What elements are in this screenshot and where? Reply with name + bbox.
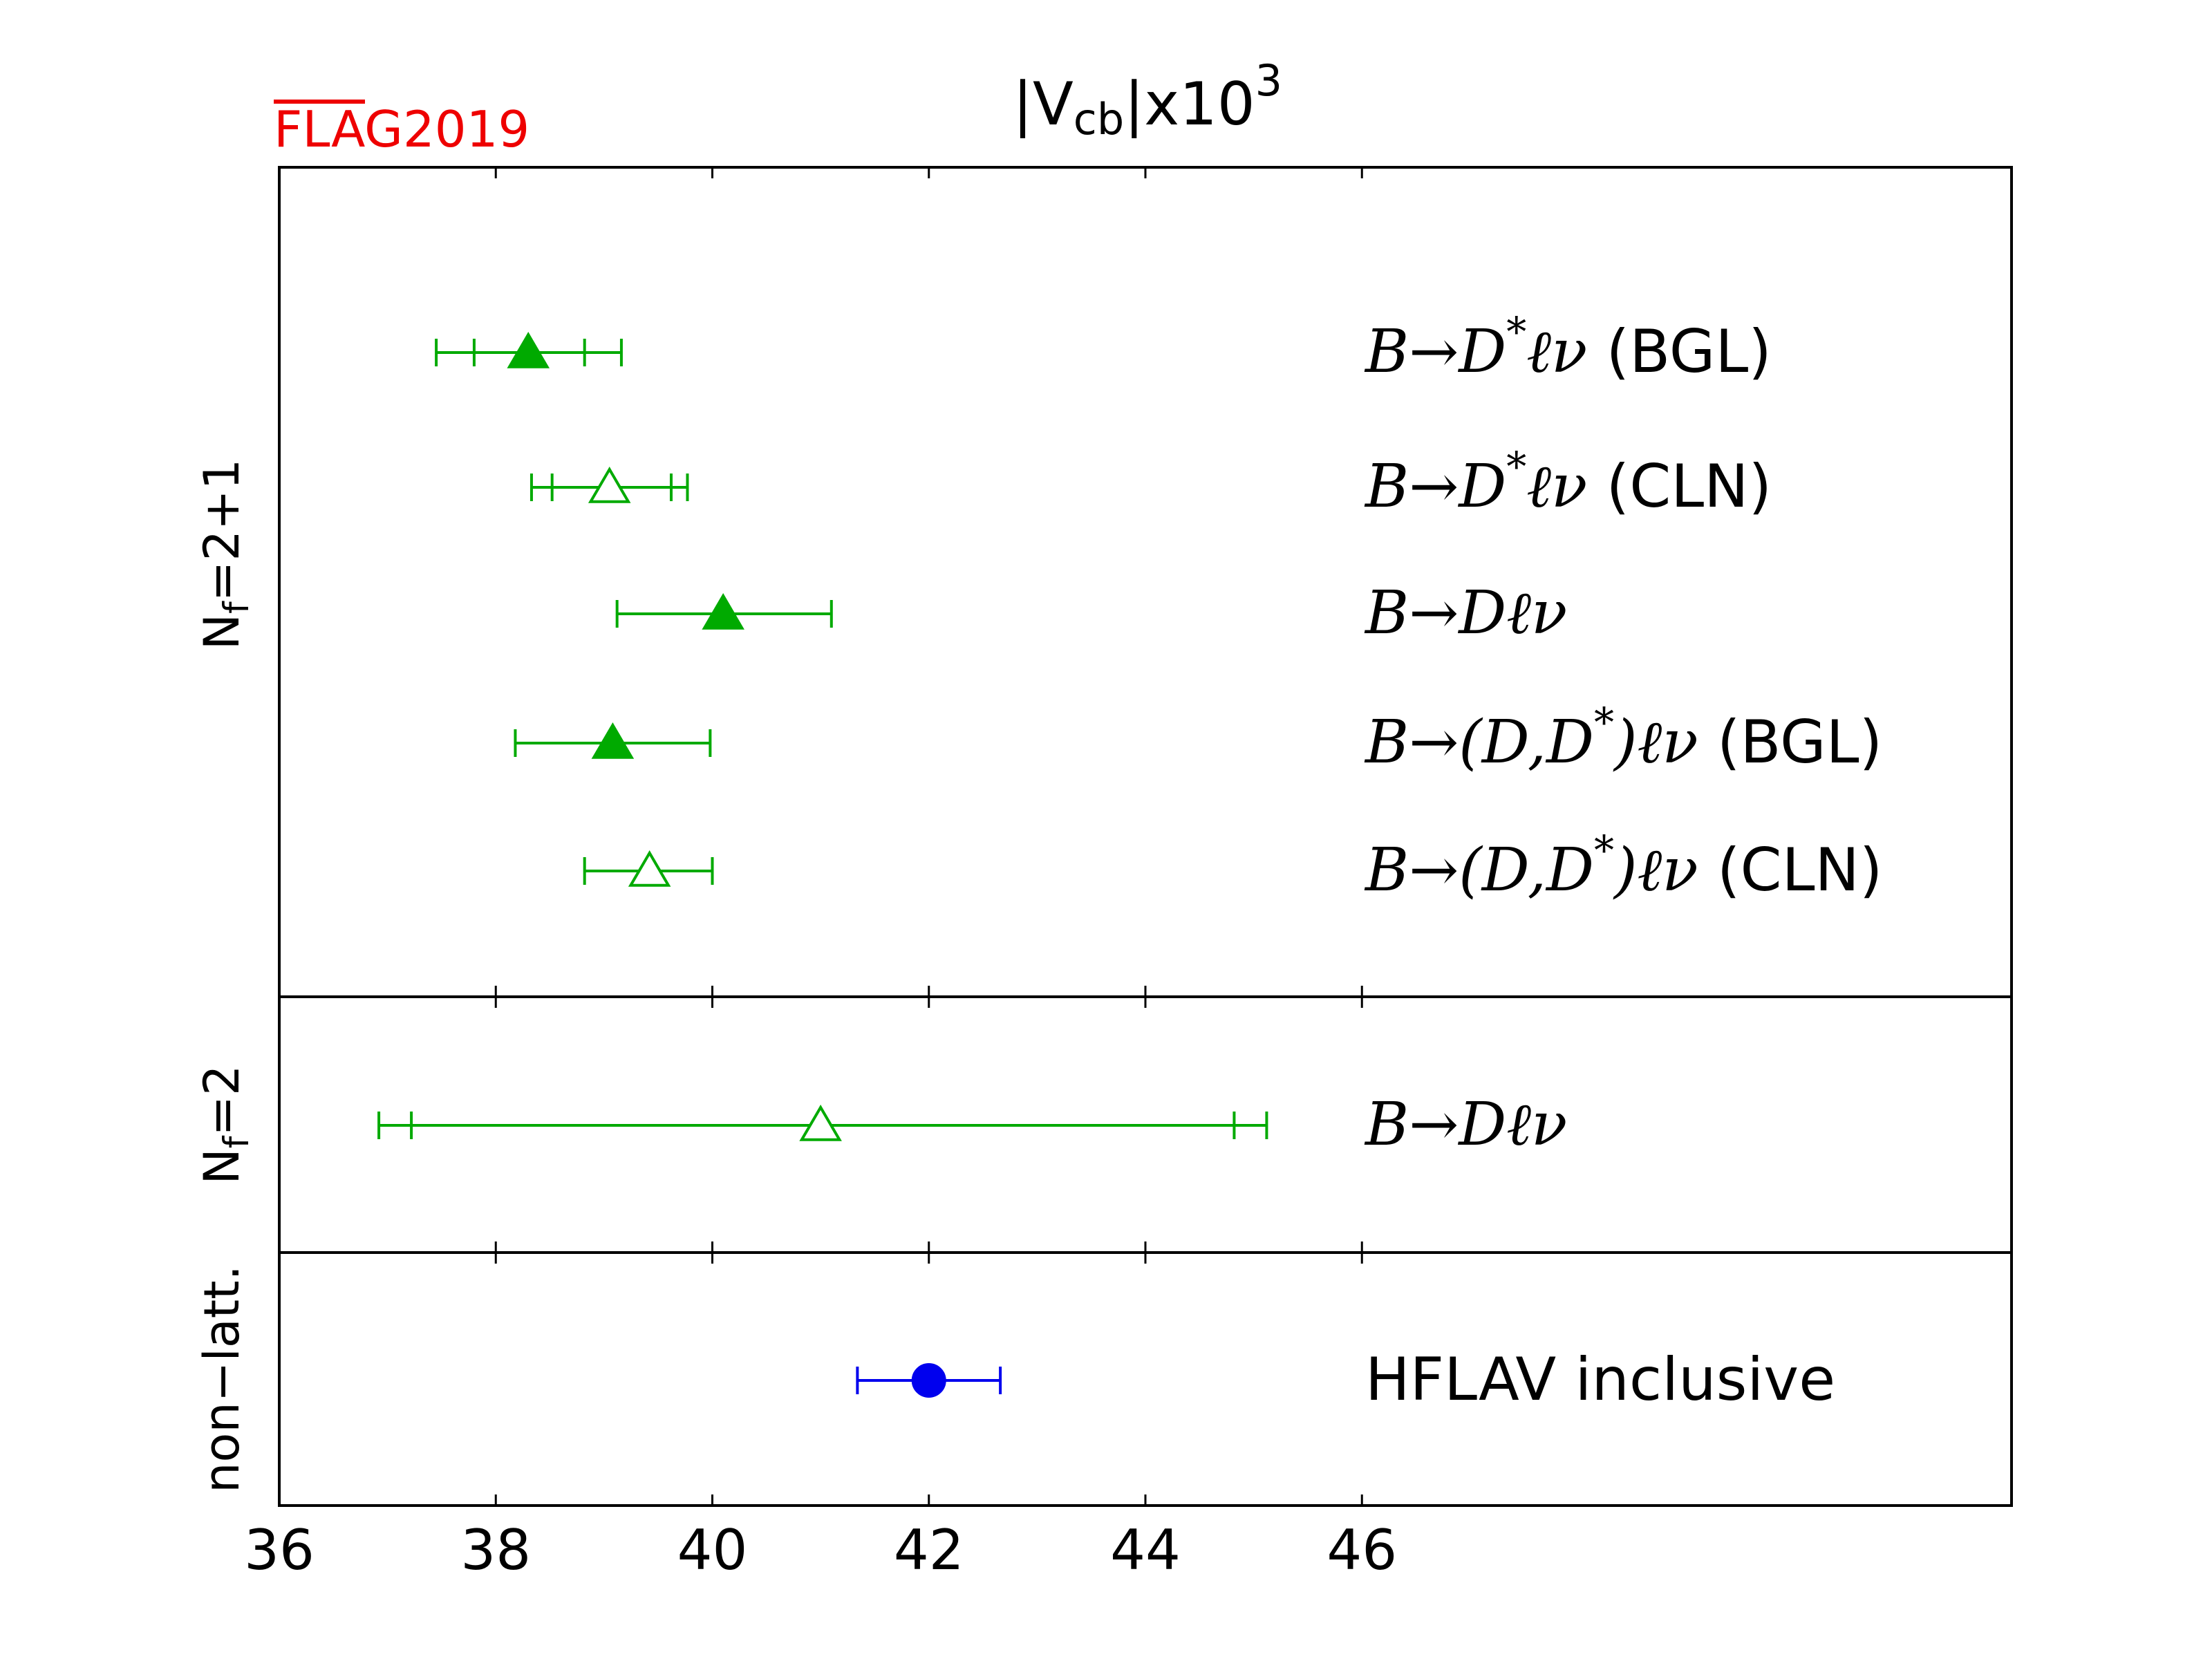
- marker-filled-triangle: [591, 722, 635, 759]
- data-point: [514, 722, 712, 759]
- group-label: Nf=2+1: [194, 459, 256, 650]
- marker-filled-circle: [911, 1363, 946, 1398]
- x-tick-label: 40: [677, 1518, 748, 1582]
- group-label: Nf=2: [194, 1065, 256, 1184]
- marker-filled-triangle: [507, 332, 550, 368]
- data-point: [856, 1363, 1002, 1398]
- x-tick-label: 42: [894, 1518, 964, 1582]
- chart-title: |Vcb|x103: [1013, 55, 1282, 144]
- flag-logo: FLAG2019: [274, 100, 529, 158]
- flag-logo-year: 2019: [403, 100, 529, 158]
- data-point: [435, 332, 623, 368]
- point-label: B→(D,D*)ℓν (CLN): [1364, 827, 1882, 905]
- point-labels: B→D*ℓν (BGL) B→D*ℓν (CLN) B→Dℓν B→(D,D*)ℓν …: [1364, 308, 1882, 1414]
- point-label: B→D*ℓν (BGL): [1364, 308, 1772, 386]
- flag-logo-text: FLAG: [274, 100, 403, 158]
- x-tick-label: 46: [1327, 1518, 1397, 1582]
- point-label: B→(D,D*)ℓν (BGL): [1364, 699, 1882, 777]
- data-points: [377, 332, 1268, 1398]
- x-tick-label: 36: [244, 1518, 315, 1582]
- point-label: B→Dℓν: [1364, 579, 1567, 648]
- point-label: HFLAV inclusive: [1365, 1345, 1835, 1414]
- data-point: [615, 593, 833, 630]
- data-point: [529, 467, 689, 503]
- point-label: B→D*ℓν (CLN): [1364, 443, 1772, 521]
- marker-filled-triangle: [702, 593, 744, 630]
- marker-open-triangle: [799, 1105, 842, 1141]
- svg-text:FLAG2019: FLAG2019: [274, 100, 529, 158]
- x-axis: 36 38 40 42 44 46: [244, 167, 1397, 1582]
- marker-open-triangle: [628, 850, 671, 887]
- marker-open-triangle: [588, 467, 631, 503]
- x-tick-label: 38: [460, 1518, 531, 1582]
- x-tick-label: 44: [1110, 1518, 1181, 1582]
- group-label: non−latt.: [194, 1265, 250, 1493]
- group-labels: Nf=2+1 Nf=2 non−latt.: [194, 459, 256, 1493]
- data-point: [583, 850, 714, 887]
- point-label: B→Dℓν: [1364, 1090, 1567, 1159]
- data-point: [377, 1105, 1268, 1141]
